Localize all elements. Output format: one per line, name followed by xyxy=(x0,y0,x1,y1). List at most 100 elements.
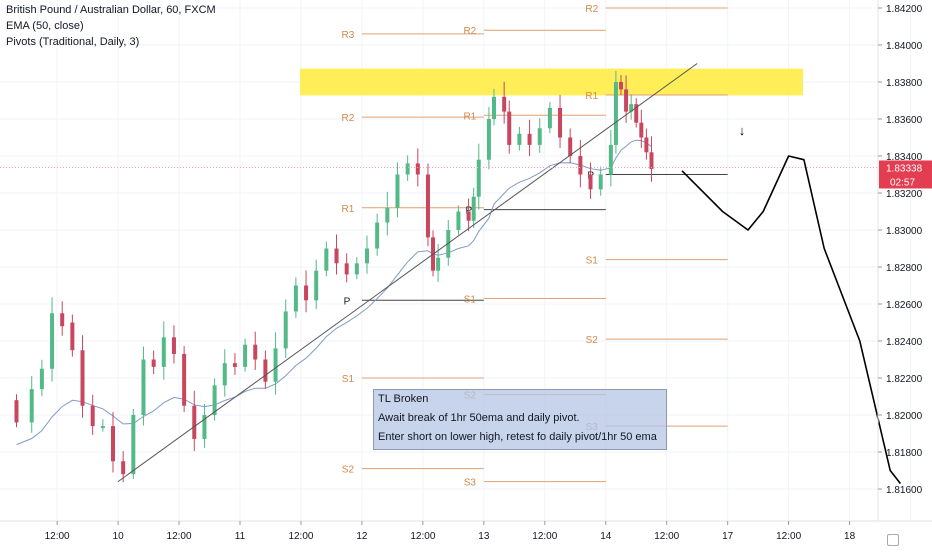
pivot-label-s1: S1 xyxy=(586,256,599,267)
price-tick-label: 1.82200 xyxy=(886,374,923,385)
projection-path xyxy=(681,155,902,484)
pivot-label-r1: R1 xyxy=(342,204,355,215)
candle-body xyxy=(263,359,268,382)
price-tick-label: 1.83800 xyxy=(886,78,923,89)
candle-body xyxy=(111,426,115,462)
price-tick-label: 1.82800 xyxy=(886,263,923,274)
candle-body xyxy=(50,313,55,369)
candle-body xyxy=(365,248,369,264)
price-tick-label: 1.84000 xyxy=(886,41,923,52)
settings-corner-button[interactable] xyxy=(887,534,899,546)
down-arrow-icon: ↓ xyxy=(739,123,746,138)
candle-body xyxy=(537,128,542,145)
candle-body xyxy=(202,415,207,440)
symbol-title: British Pound / Australian Dollar, 60, F… xyxy=(6,4,216,16)
candle-body xyxy=(578,156,583,175)
candle-body xyxy=(507,111,512,145)
pivot-label-s2: S2 xyxy=(586,335,599,346)
resistance-zone xyxy=(300,68,803,96)
candle-body xyxy=(456,211,461,230)
candle-body xyxy=(634,104,639,123)
time-tick-label: 12:00 xyxy=(410,531,435,542)
candle-body xyxy=(304,285,309,301)
candle-body xyxy=(131,415,136,475)
annotation-note[interactable]: TL Broken Await break of 1hr 50ema and d… xyxy=(373,389,667,450)
candle-body xyxy=(253,344,258,360)
price-tick-label: 1.81800 xyxy=(886,448,923,459)
candle-body xyxy=(558,107,563,138)
time-tick-label: 12:00 xyxy=(532,531,557,542)
candle-body xyxy=(436,257,441,271)
pivot-label-p: P xyxy=(344,296,351,307)
pivot-label-r3: R3 xyxy=(342,30,355,41)
candle-body xyxy=(171,337,176,354)
candle-body xyxy=(222,363,227,386)
price-tick-label: 1.84200 xyxy=(886,4,923,15)
candle-body xyxy=(476,159,481,197)
price-tick-label: 1.83600 xyxy=(886,115,923,126)
time-tick-label: 17 xyxy=(722,531,734,542)
candle-body xyxy=(425,174,430,238)
price-tick-label: 1.81600 xyxy=(886,485,923,496)
candle-body xyxy=(649,152,654,169)
candle-body xyxy=(405,163,410,175)
pivot-label-r2: R2 xyxy=(463,26,476,37)
candle-body xyxy=(70,322,75,351)
candle-body xyxy=(486,119,491,160)
candle-body xyxy=(547,107,552,129)
time-tick-label: 12:00 xyxy=(776,531,801,542)
candle-body xyxy=(517,133,522,145)
candle-body xyxy=(161,337,166,367)
candle-body xyxy=(415,163,420,175)
candle-body xyxy=(446,230,451,258)
candle-body xyxy=(141,359,146,415)
note-line-1: TL Broken xyxy=(378,393,429,405)
time-tick-label: 12:00 xyxy=(167,531,192,542)
candle-body xyxy=(639,122,644,138)
time-tick-label: 12:00 xyxy=(654,531,679,542)
pivot-label-s2: S2 xyxy=(342,465,355,476)
ema-legend: EMA (50, close) xyxy=(6,20,84,32)
candle-body xyxy=(80,350,85,406)
time-tick-label: 12 xyxy=(356,531,368,542)
candle-body xyxy=(502,96,507,112)
time-tick-label: 10 xyxy=(113,531,125,542)
candle-body xyxy=(568,137,573,156)
candle-body xyxy=(39,368,44,390)
candle-body xyxy=(29,389,34,423)
candle-body xyxy=(629,104,634,112)
candle-body xyxy=(624,89,629,112)
price-tick-label: 1.83400 xyxy=(886,152,923,163)
time-tick-label: 18 xyxy=(844,531,856,542)
pivot-label-s1: S1 xyxy=(342,374,355,385)
candle-body xyxy=(212,385,217,415)
candle-body xyxy=(232,363,237,367)
note-line-3: Enter short on lower high, retest fo dai… xyxy=(378,431,657,443)
candle-body xyxy=(283,311,288,349)
candle-body xyxy=(466,211,471,221)
pivot-label-s3: S3 xyxy=(464,478,477,489)
candle-body xyxy=(588,174,593,190)
candle-body xyxy=(598,174,603,190)
candle-body xyxy=(619,82,623,90)
candle-body xyxy=(324,248,329,271)
candle-body xyxy=(151,359,156,367)
candle-body xyxy=(293,285,298,312)
candle-body xyxy=(385,207,390,223)
candle-body xyxy=(375,222,380,249)
price-tick-label: 1.83200 xyxy=(886,189,923,200)
candle-body xyxy=(100,426,105,429)
time-tick-label: 14 xyxy=(600,531,612,542)
candle-body xyxy=(192,405,197,440)
candle-body xyxy=(471,196,476,221)
pivot-label-r1: R1 xyxy=(585,91,598,102)
pivot-label-r2: R2 xyxy=(585,4,598,15)
time-tick-label: 11 xyxy=(235,531,246,542)
candle-body xyxy=(644,137,649,153)
time-tick-label: 12:00 xyxy=(45,531,70,542)
pivot-label-s1: S1 xyxy=(464,294,477,305)
candle-body xyxy=(527,133,532,145)
note-line-2: Await break of 1hr 50ema and daily pivot… xyxy=(378,412,580,424)
